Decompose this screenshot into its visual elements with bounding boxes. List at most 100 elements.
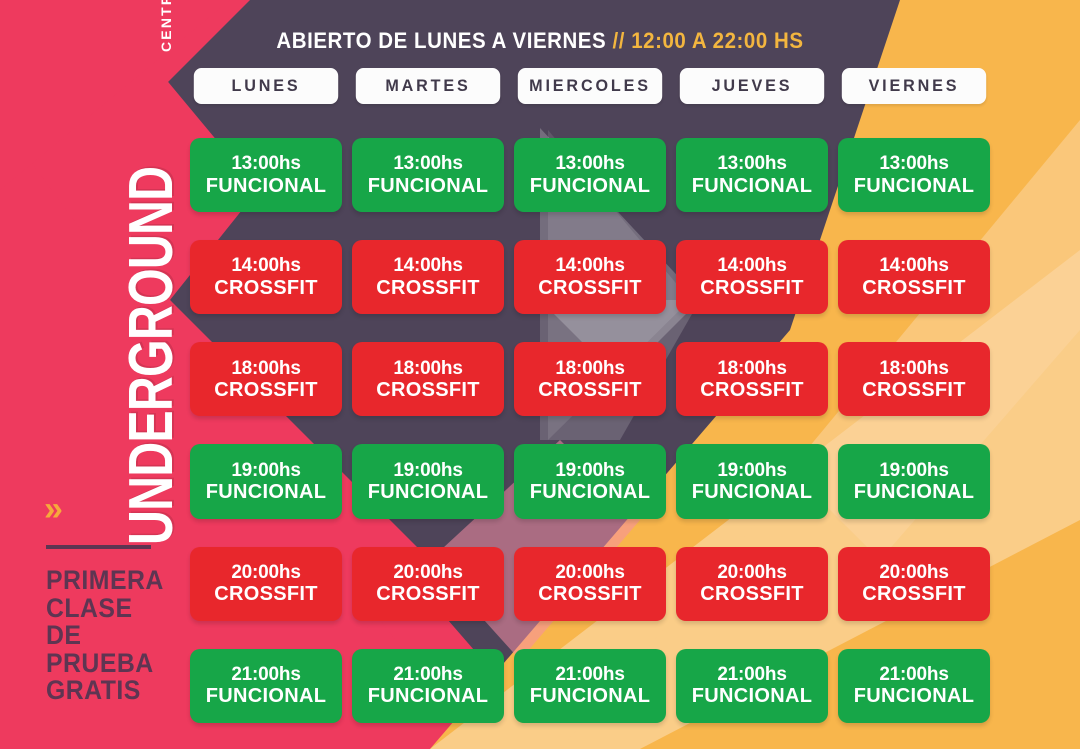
schedule-cell: 21:00hs FUNCIONAL [352,648,504,723]
schedule-cell: 18:00hs CROSSFIT [676,342,828,417]
chevron-double-right-icon: » [44,490,63,528]
cell-class-name: CROSSFIT [700,583,804,606]
cell-time: 14:00hs [879,255,949,277]
cell-class-name: FUNCIONAL [367,685,489,708]
schedule-grid: 13:00hs FUNCIONAL 13:00hs FUNCIONAL 13:00hs F… [190,138,990,723]
schedule-cell: 18:00hs CROSSFIT [190,342,342,417]
cell-class-name: FUNCIONAL [205,174,327,197]
cell-time: 18:00hs [717,357,787,379]
cell-class-name: FUNCIONAL [367,174,489,197]
cell-time: 14:00hs [717,255,787,277]
cell-time: 20:00hs [717,561,787,583]
cell-class-name: FUNCIONAL [691,685,813,708]
schedule-cell: 13:00hs FUNCIONAL [190,138,342,213]
cell-class-name: CROSSFIT [376,276,480,299]
cell-class-name: FUNCIONAL [529,174,651,197]
cell-class-name: FUNCIONAL [853,481,975,503]
cell-class-name: CROSSFIT [214,583,318,606]
cell-time: 19:00hs [879,459,949,481]
schedule-cell: 19:00hs FUNCIONAL [676,444,828,519]
cell-class-name: FUNCIONAL [205,481,327,503]
schedule-cell: 14:00hs CROSSFIT [190,240,342,315]
day-header-martes: MARTES [355,68,501,104]
promo-block: PRIMERA CLASE DE PRUEBA GRATIS [46,545,191,705]
cell-class-name: CROSSFIT [538,378,642,401]
cell-class-name: CROSSFIT [538,276,642,299]
cell-time: 21:00hs [231,664,301,686]
cell-time: 14:00hs [555,255,625,277]
cell-time: 20:00hs [231,561,301,583]
cell-class-name: CROSSFIT [700,276,804,299]
promo-line-1: PRIMERA [46,565,164,595]
cell-class-name: FUNCIONAL [853,685,975,708]
day-header-lunes: LUNES [193,68,339,104]
promo-line-2: CLASE [46,592,133,623]
schedule-cell: 21:00hs FUNCIONAL [838,648,990,723]
cell-time: 18:00hs [879,357,949,379]
cell-time: 20:00hs [879,561,949,583]
cell-time: 13:00hs [231,153,301,175]
schedule-cell: 19:00hs FUNCIONAL [514,444,666,519]
brand-rail: UNDERGROUND CENTRO DE ENTRENAMIENTO » PR… [0,0,190,749]
cell-time: 20:00hs [393,561,463,583]
cell-class-name: CROSSFIT [214,378,318,401]
cell-time: 21:00hs [879,664,949,686]
cell-class-name: FUNCIONAL [853,174,975,197]
cell-time: 18:00hs [555,357,625,379]
schedule-cell: 20:00hs CROSSFIT [838,546,990,621]
promo-text: PRIMERA CLASE DE PRUEBA GRATIS [46,565,179,706]
cell-class-name: CROSSFIT [376,378,480,401]
schedule-cell: 20:00hs CROSSFIT [514,546,666,621]
schedule-cell: 18:00hs CROSSFIT [838,342,990,417]
cell-time: 14:00hs [231,255,301,277]
schedule-cell: 21:00hs FUNCIONAL [190,648,342,723]
cell-time: 19:00hs [555,459,625,481]
promo-line-3: DE PRUEBA [46,620,154,678]
cell-time: 19:00hs [717,459,787,481]
cell-class-name: CROSSFIT [862,378,966,401]
schedule-cell: 20:00hs CROSSFIT [190,546,342,621]
cell-class-name: CROSSFIT [700,378,804,401]
schedule-cell: 20:00hs CROSSFIT [352,546,504,621]
schedule-cell: 21:00hs FUNCIONAL [514,648,666,723]
schedule-cell: 13:00hs FUNCIONAL [838,138,990,213]
cell-class-name: FUNCIONAL [205,685,327,708]
schedule-cell: 13:00hs FUNCIONAL [514,138,666,213]
cell-time: 20:00hs [555,561,625,583]
cell-class-name: CROSSFIT [376,583,480,606]
schedule-cell: 14:00hs CROSSFIT [514,240,666,315]
open-hours-line: ABIERTO DE LUNES A VIERNES // 12:00 A 22… [38,28,1042,54]
cell-time: 13:00hs [879,153,949,175]
schedule-cell: 14:00hs CROSSFIT [676,240,828,315]
schedule-cell: 19:00hs FUNCIONAL [838,444,990,519]
cell-class-name: FUNCIONAL [529,481,651,503]
open-hours-separator: // [612,28,625,53]
brand-vertical-block: UNDERGROUND CENTRO DE ENTRENAMIENTO [60,0,186,545]
schedule-cell: 13:00hs FUNCIONAL [352,138,504,213]
day-header-jueves: JUEVES [679,68,825,104]
contact-rail: UNDERGROUND.CDE PEDRO FERRÉ 2404 [1000,0,1080,749]
promo-line-4: GRATIS [46,675,141,706]
brand-name: UNDERGROUND [116,166,186,545]
promo-divider [46,545,151,549]
cell-class-name: FUNCIONAL [691,174,813,197]
day-header-viernes: VIERNES [841,68,987,104]
cell-time: 18:00hs [231,357,301,379]
schedule-cell: 18:00hs CROSSFIT [352,342,504,417]
schedule-cell: 13:00hs FUNCIONAL [676,138,828,213]
cell-time: 14:00hs [393,255,463,277]
cell-time: 13:00hs [393,153,463,175]
schedule-cell: 18:00hs CROSSFIT [514,342,666,417]
schedule-cell: 14:00hs CROSSFIT [352,240,504,315]
cell-time: 19:00hs [393,459,463,481]
open-hours-prefix: ABIERTO DE LUNES A VIERNES [276,28,607,53]
cell-time: 13:00hs [717,153,787,175]
cell-class-name: CROSSFIT [538,583,642,606]
cell-class-name: CROSSFIT [862,583,966,606]
cell-class-name: FUNCIONAL [691,481,813,503]
schedule-cell: 21:00hs FUNCIONAL [676,648,828,723]
cell-time: 13:00hs [555,153,625,175]
schedule-cell: 19:00hs FUNCIONAL [352,444,504,519]
cell-time: 21:00hs [555,664,625,686]
